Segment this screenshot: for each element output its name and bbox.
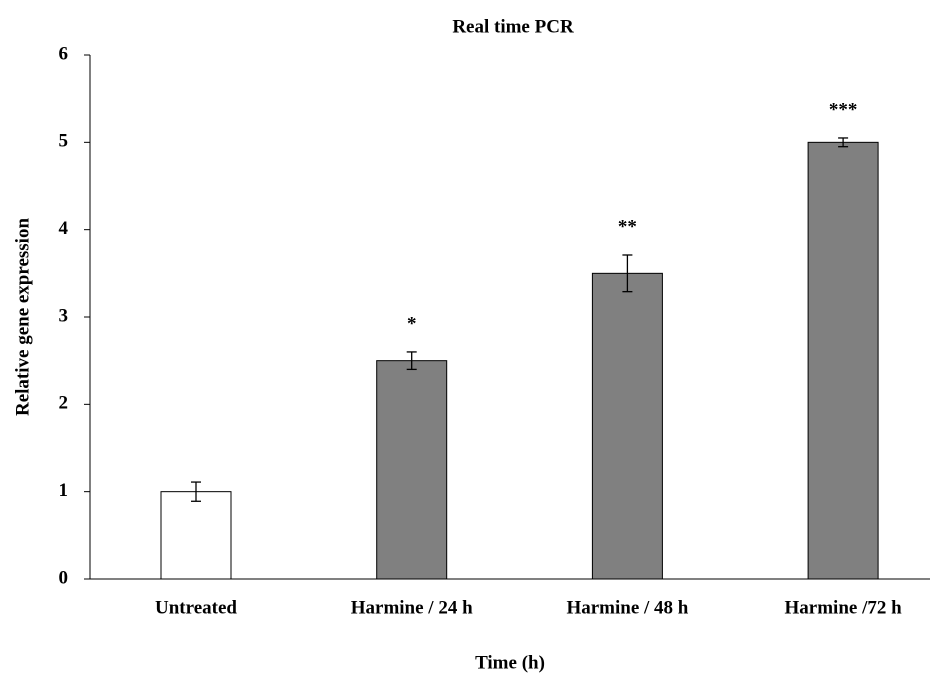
x-tick-label: Untreated xyxy=(155,597,237,618)
x-tick-label: Harmine / 48 h xyxy=(566,597,688,618)
significance-label: * xyxy=(407,313,417,334)
x-axis-title: Time (h) xyxy=(475,652,545,673)
y-tick-label: 2 xyxy=(59,393,69,414)
significance-label: *** xyxy=(829,99,858,120)
y-axis-title: Relative gene expression xyxy=(12,218,33,416)
bar xyxy=(591,272,663,580)
significance-label: ** xyxy=(618,216,637,237)
y-tick-label: 5 xyxy=(59,131,69,152)
bar xyxy=(807,141,879,580)
error-bar xyxy=(622,254,633,293)
bar xyxy=(160,491,232,580)
bar xyxy=(376,360,448,580)
y-tick-label: 1 xyxy=(59,480,69,501)
x-tick-label: Harmine / 24 h xyxy=(351,597,473,618)
y-tick-label: 3 xyxy=(59,305,69,326)
x-tick-label: Harmine /72 h xyxy=(785,597,903,618)
error-bar xyxy=(191,481,201,502)
error-bar xyxy=(406,351,417,371)
y-tick-label: 4 xyxy=(59,218,69,239)
chart-title: Real time PCR xyxy=(452,16,574,37)
y-tick-label: 6 xyxy=(59,43,69,64)
error-bar xyxy=(838,137,849,148)
y-tick-label: 0 xyxy=(59,567,69,588)
